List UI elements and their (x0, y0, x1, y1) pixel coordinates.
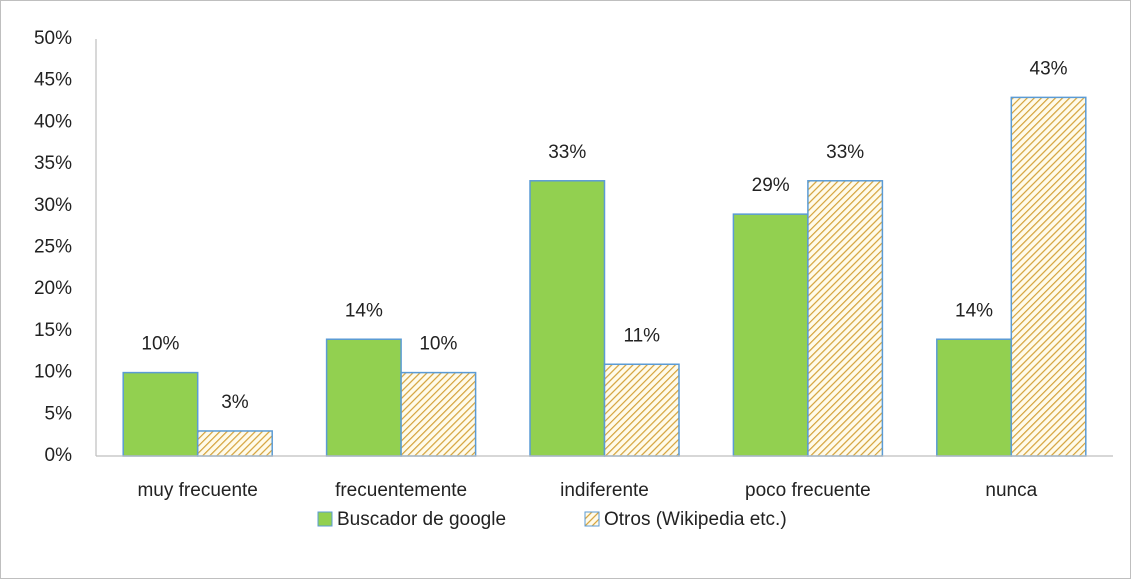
bar (603, 363, 680, 457)
x-tick-label: frecuentemente (335, 480, 467, 501)
value-label: 3% (221, 392, 249, 413)
x-tick-label: nunca (985, 480, 1037, 501)
legend-label: Buscador de google (337, 509, 506, 530)
y-tick-label: 0% (45, 445, 73, 466)
value-label: 11% (623, 325, 660, 346)
bar (1010, 96, 1087, 457)
y-tick-label: 15% (34, 320, 72, 341)
bar (807, 180, 884, 457)
y-tick-label: 35% (34, 153, 72, 174)
legend-swatch (317, 511, 333, 527)
bar (732, 213, 809, 457)
bar (400, 371, 477, 457)
y-tick-label: 50% (34, 28, 72, 49)
y-tick-label: 45% (34, 70, 72, 91)
value-label: 10% (419, 334, 457, 355)
y-tick-label: 5% (45, 403, 73, 424)
bar (529, 180, 606, 457)
y-tick-label: 25% (34, 237, 72, 258)
y-tick-label: 20% (34, 278, 72, 299)
bar (122, 371, 199, 457)
legend-swatch (584, 511, 600, 527)
value-label: 43% (1030, 58, 1068, 79)
bar (936, 338, 1013, 457)
value-label: 29% (752, 175, 790, 196)
value-label: 33% (826, 142, 864, 163)
value-label: 14% (345, 300, 383, 321)
x-tick-label: muy frecuente (137, 480, 257, 501)
bar (196, 430, 273, 457)
y-tick-label: 10% (34, 362, 72, 383)
y-tick-label: 40% (34, 111, 72, 132)
x-tick-label: indiferente (560, 480, 649, 501)
legend-label: Otros (Wikipedia etc.) (604, 509, 787, 530)
bar (325, 338, 402, 457)
value-label: 10% (141, 334, 179, 355)
x-tick-label: poco frecuente (745, 480, 871, 501)
value-label: 14% (955, 300, 993, 321)
y-tick-label: 30% (34, 195, 72, 216)
value-label: 33% (548, 142, 586, 163)
